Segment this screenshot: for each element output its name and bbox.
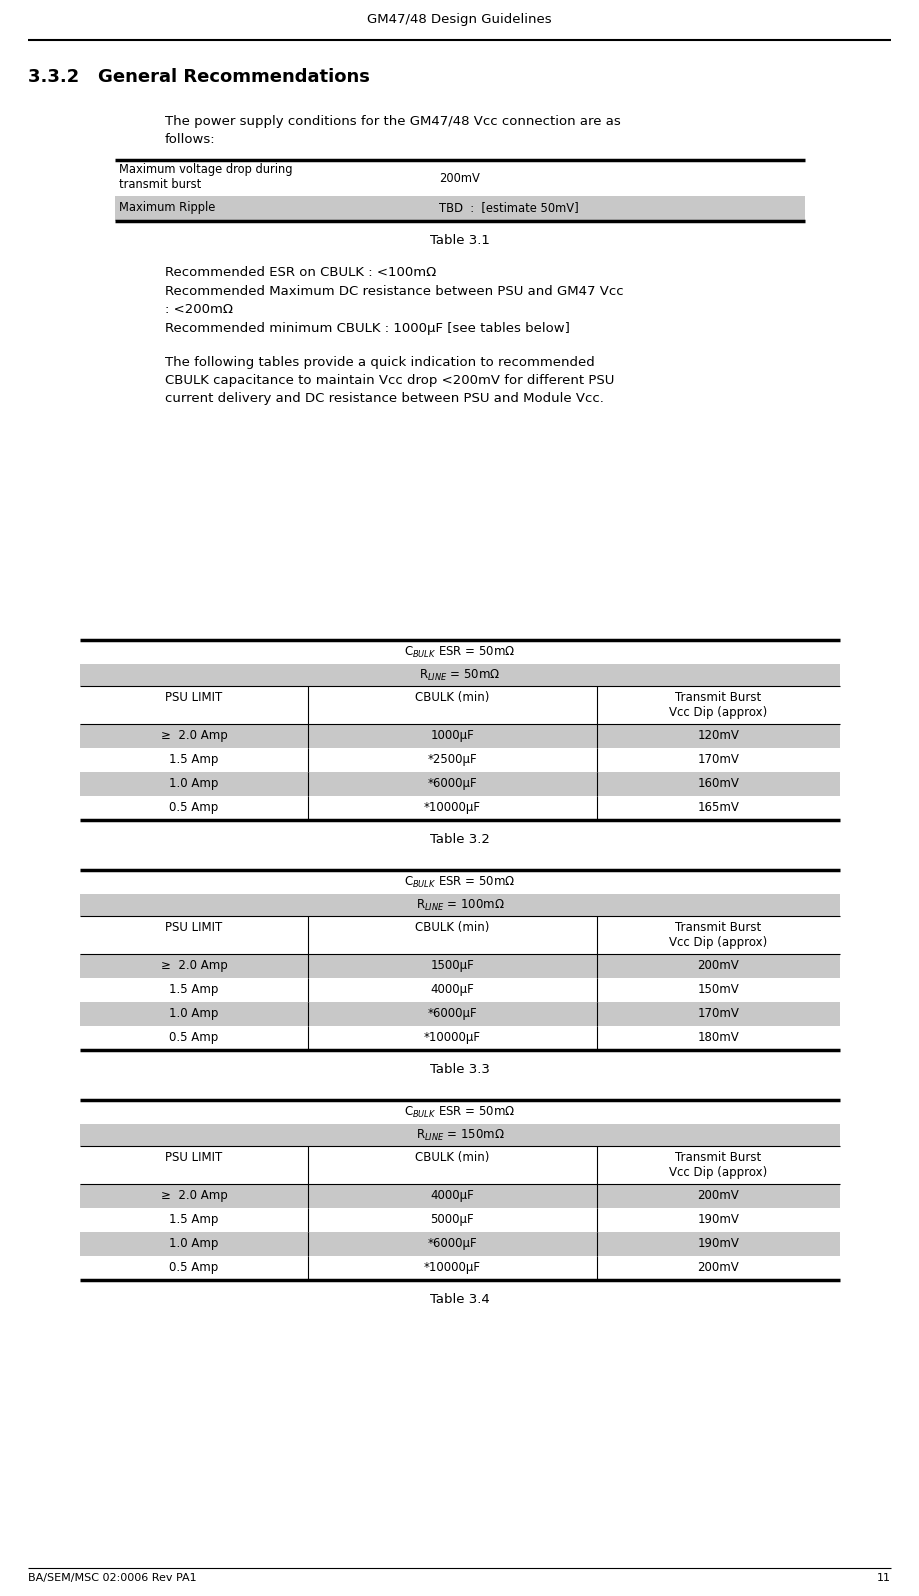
Text: 0.5 Amp: 0.5 Amp	[169, 801, 219, 814]
Bar	[80, 686, 840, 725]
Text: R$_{LINE}$ = 100mΩ: R$_{LINE}$ = 100mΩ	[415, 899, 505, 913]
Bar	[80, 1026, 840, 1050]
Text: C$_{BULK}$ ESR = 50mΩ: C$_{BULK}$ ESR = 50mΩ	[404, 645, 516, 661]
Text: ≥  2.0 Amp: ≥ 2.0 Amp	[161, 1189, 227, 1202]
Text: The following tables provide a quick indication to recommended: The following tables provide a quick ind…	[165, 356, 595, 369]
Bar	[80, 1146, 840, 1184]
Text: Table 3.2: Table 3.2	[429, 833, 490, 846]
Text: Maximum voltage drop during
transmit burst: Maximum voltage drop during transmit bur…	[119, 163, 292, 192]
Text: 165mV: 165mV	[698, 801, 740, 814]
Text: TBD  :  [estimate 50mV]: TBD : [estimate 50mV]	[439, 201, 579, 214]
Text: 5000µF: 5000µF	[431, 1213, 474, 1226]
Bar	[80, 772, 840, 796]
Text: 0.5 Amp: 0.5 Amp	[169, 1261, 219, 1274]
Text: BA/SEM/MSC 02:0006 Rev PA1: BA/SEM/MSC 02:0006 Rev PA1	[28, 1574, 197, 1583]
Text: C$_{BULK}$ ESR = 50mΩ: C$_{BULK}$ ESR = 50mΩ	[404, 875, 516, 891]
Bar	[80, 916, 840, 954]
Bar	[80, 870, 840, 894]
Text: 1.5 Amp: 1.5 Amp	[169, 753, 219, 766]
Bar	[80, 1124, 840, 1146]
Bar	[80, 796, 840, 820]
Text: Transmit Burst
Vcc Dip (approx): Transmit Burst Vcc Dip (approx)	[669, 1151, 767, 1179]
Text: current delivery and DC resistance between PSU and Module Vcc.: current delivery and DC resistance betwe…	[165, 393, 604, 405]
Text: Transmit Burst
Vcc Dip (approx): Transmit Burst Vcc Dip (approx)	[669, 921, 767, 950]
Text: 1.5 Amp: 1.5 Amp	[169, 1213, 219, 1226]
Bar	[80, 954, 840, 978]
Text: 160mV: 160mV	[698, 777, 740, 790]
Text: 1500µF: 1500µF	[430, 959, 474, 972]
Bar	[80, 1208, 840, 1232]
Bar	[80, 640, 840, 664]
Text: GM47/48 Design Guidelines: GM47/48 Design Guidelines	[368, 13, 551, 26]
Bar	[80, 1232, 840, 1256]
Text: CBULK (min): CBULK (min)	[415, 921, 490, 934]
Bar	[80, 725, 840, 749]
Bar	[80, 749, 840, 772]
Text: follows:: follows:	[165, 132, 216, 145]
Text: 200mV: 200mV	[439, 172, 480, 185]
Text: Maximum Ripple: Maximum Ripple	[119, 201, 215, 214]
Text: *10000µF: *10000µF	[424, 801, 481, 814]
Bar	[80, 664, 840, 686]
Text: 3.3.2   General Recommendations: 3.3.2 General Recommendations	[28, 69, 369, 86]
Text: 200mV: 200mV	[698, 1261, 739, 1274]
Text: 4000µF: 4000µF	[430, 983, 474, 996]
Text: 120mV: 120mV	[698, 729, 740, 742]
Text: 1000µF: 1000µF	[430, 729, 474, 742]
Text: Table 3.4: Table 3.4	[429, 1293, 490, 1306]
Text: CBULK (min): CBULK (min)	[415, 1151, 490, 1163]
Text: 0.5 Amp: 0.5 Amp	[169, 1031, 219, 1044]
Text: R$_{LINE}$ = 50mΩ: R$_{LINE}$ = 50mΩ	[419, 669, 501, 683]
Text: PSU LIMIT: PSU LIMIT	[165, 1151, 222, 1163]
Text: CBULK capacitance to maintain Vcc drop <200mV for different PSU: CBULK capacitance to maintain Vcc drop <…	[165, 373, 615, 386]
Text: 180mV: 180mV	[698, 1031, 739, 1044]
Bar	[80, 1256, 840, 1280]
Text: : <200mΩ: : <200mΩ	[165, 303, 233, 316]
Text: 190mV: 190mV	[698, 1237, 740, 1250]
Text: PSU LIMIT: PSU LIMIT	[165, 921, 222, 934]
Text: 200mV: 200mV	[698, 959, 739, 972]
Text: *6000µF: *6000µF	[427, 1237, 477, 1250]
Text: 1.0 Amp: 1.0 Amp	[169, 1237, 219, 1250]
Text: R$_{LINE}$ = 150mΩ: R$_{LINE}$ = 150mΩ	[415, 1128, 505, 1143]
Text: 170mV: 170mV	[698, 1007, 740, 1020]
Text: *6000µF: *6000µF	[427, 777, 477, 790]
Bar	[80, 1184, 840, 1208]
Text: PSU LIMIT: PSU LIMIT	[165, 691, 222, 704]
Text: 170mV: 170mV	[698, 753, 740, 766]
Text: Table 3.3: Table 3.3	[429, 1063, 490, 1076]
Text: 1.0 Amp: 1.0 Amp	[169, 777, 219, 790]
Text: 1.0 Amp: 1.0 Amp	[169, 1007, 219, 1020]
Bar	[80, 1002, 840, 1026]
Bar	[80, 1100, 840, 1124]
Text: Recommended minimum CBULK : 1000µF [see tables below]: Recommended minimum CBULK : 1000µF [see …	[165, 322, 570, 335]
Bar	[80, 978, 840, 1002]
Text: *10000µF: *10000µF	[424, 1031, 481, 1044]
Text: ≥  2.0 Amp: ≥ 2.0 Amp	[161, 959, 227, 972]
Text: 200mV: 200mV	[698, 1189, 739, 1202]
Text: ≥  2.0 Amp: ≥ 2.0 Amp	[161, 729, 227, 742]
Text: The power supply conditions for the GM47/48 Vcc connection are as: The power supply conditions for the GM47…	[165, 115, 620, 128]
Text: *10000µF: *10000µF	[424, 1261, 481, 1274]
Bar	[80, 894, 840, 916]
Text: 150mV: 150mV	[698, 983, 739, 996]
Bar	[115, 160, 805, 196]
Bar	[115, 196, 805, 220]
Text: *6000µF: *6000µF	[427, 1007, 477, 1020]
Text: Table 3.1: Table 3.1	[429, 235, 490, 247]
Text: Recommended Maximum DC resistance between PSU and GM47 Vcc: Recommended Maximum DC resistance betwee…	[165, 286, 624, 298]
Text: 190mV: 190mV	[698, 1213, 740, 1226]
Text: Recommended ESR on CBULK : <100mΩ: Recommended ESR on CBULK : <100mΩ	[165, 267, 437, 279]
Text: Transmit Burst
Vcc Dip (approx): Transmit Burst Vcc Dip (approx)	[669, 691, 767, 720]
Text: 4000µF: 4000µF	[430, 1189, 474, 1202]
Text: *2500µF: *2500µF	[427, 753, 477, 766]
Text: 1.5 Amp: 1.5 Amp	[169, 983, 219, 996]
Text: C$_{BULK}$ ESR = 50mΩ: C$_{BULK}$ ESR = 50mΩ	[404, 1104, 516, 1120]
Text: CBULK (min): CBULK (min)	[415, 691, 490, 704]
Text: 11: 11	[877, 1574, 891, 1583]
